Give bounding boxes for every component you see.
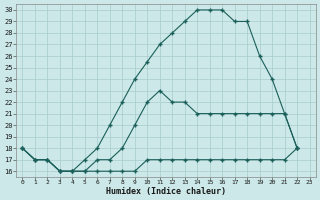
X-axis label: Humidex (Indice chaleur): Humidex (Indice chaleur) bbox=[106, 187, 226, 196]
